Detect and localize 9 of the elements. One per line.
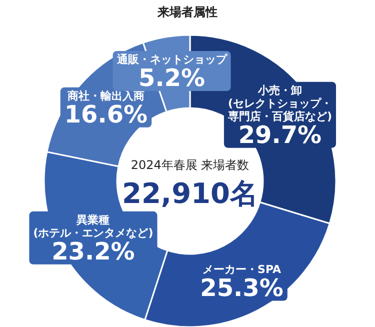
chart-title: 来場者属性	[156, 5, 218, 19]
data-label: 25.3%	[200, 274, 284, 302]
text: 2024年春展 来場者数	[130, 158, 250, 172]
slice-label: メーカー・SPA	[202, 262, 282, 276]
slice-label: 異業種(ホテル・エンタメなど)	[33, 213, 154, 240]
slice-label: 商社・輸出入商	[66, 89, 144, 102]
data-label: 16.6%	[64, 100, 148, 128]
slice-label: 小売・卸(セレクトショップ・専門店・百貨店など)	[226, 84, 332, 123]
text: 22,910名	[122, 177, 258, 210]
